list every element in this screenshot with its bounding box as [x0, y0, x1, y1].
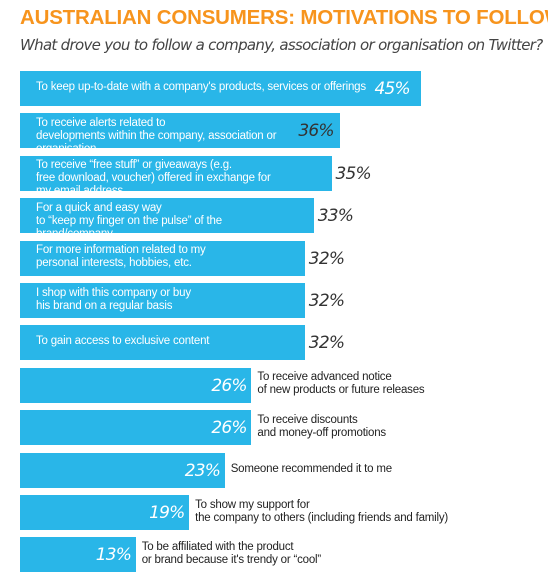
bar-label-7: To gain access to exclusive content [36, 335, 210, 348]
bar-value-11: 19% [149, 503, 185, 523]
bar-3 [20, 155, 332, 191]
chart-title: AUSTRALIAN CONSUMERS: MOTIVATIONS TO FOL… [20, 6, 548, 29]
chart-subtitle: What drove you to follow a company, asso… [20, 36, 543, 54]
bar-label-3: To receive “free stuff” or giveaways (e.… [36, 159, 271, 198]
bar-label-6: I shop with this company or buy his brand… [36, 286, 191, 312]
bar-value-4: 33% [317, 206, 354, 227]
bar-label-2: To receive alerts related to developments… [36, 116, 277, 155]
bar-label-5: For more information related to my person… [36, 244, 206, 270]
bar-label-8: To receive advanced notice of new product… [257, 371, 425, 397]
bar-label-1: To keep up-to-date with a company's prod… [36, 81, 366, 93]
bar-value-5: 32% [308, 248, 345, 269]
bar-value-8: 26% [211, 375, 247, 396]
bar-1 [20, 71, 421, 106]
bar-7 [20, 325, 305, 361]
bar-value-12: 13% [95, 545, 132, 566]
bar-6 [20, 283, 305, 318]
bar-5 [20, 240, 305, 276]
bar-11 [20, 495, 190, 530]
bar-12 [20, 537, 136, 573]
bar-label-9: To receive discounts and money-off promot… [257, 413, 386, 439]
bar-label-11: To show my support for the company to oth… [195, 498, 449, 524]
bar-2 [20, 113, 341, 149]
bar-value-9: 26% [211, 418, 247, 439]
bar-label-4: For a quick and easy way to “keep my fing… [36, 201, 222, 240]
bar-label-10: Someone recommended it to me [230, 462, 392, 475]
bar-value-2: 36% [298, 121, 334, 142]
bar-8 [20, 367, 252, 403]
bar-10 [20, 452, 225, 488]
bar-value-7: 32% [308, 333, 345, 354]
bar-4 [20, 198, 314, 234]
bar-value-6: 32% [308, 291, 345, 311]
bar-9 [20, 410, 252, 446]
bar-value-10: 23% [184, 460, 221, 481]
bar-label-12: To be affiliated with the product or bran… [141, 540, 322, 566]
bar-value-3: 35% [335, 163, 372, 184]
bar-value-1: 45% [374, 79, 411, 99]
